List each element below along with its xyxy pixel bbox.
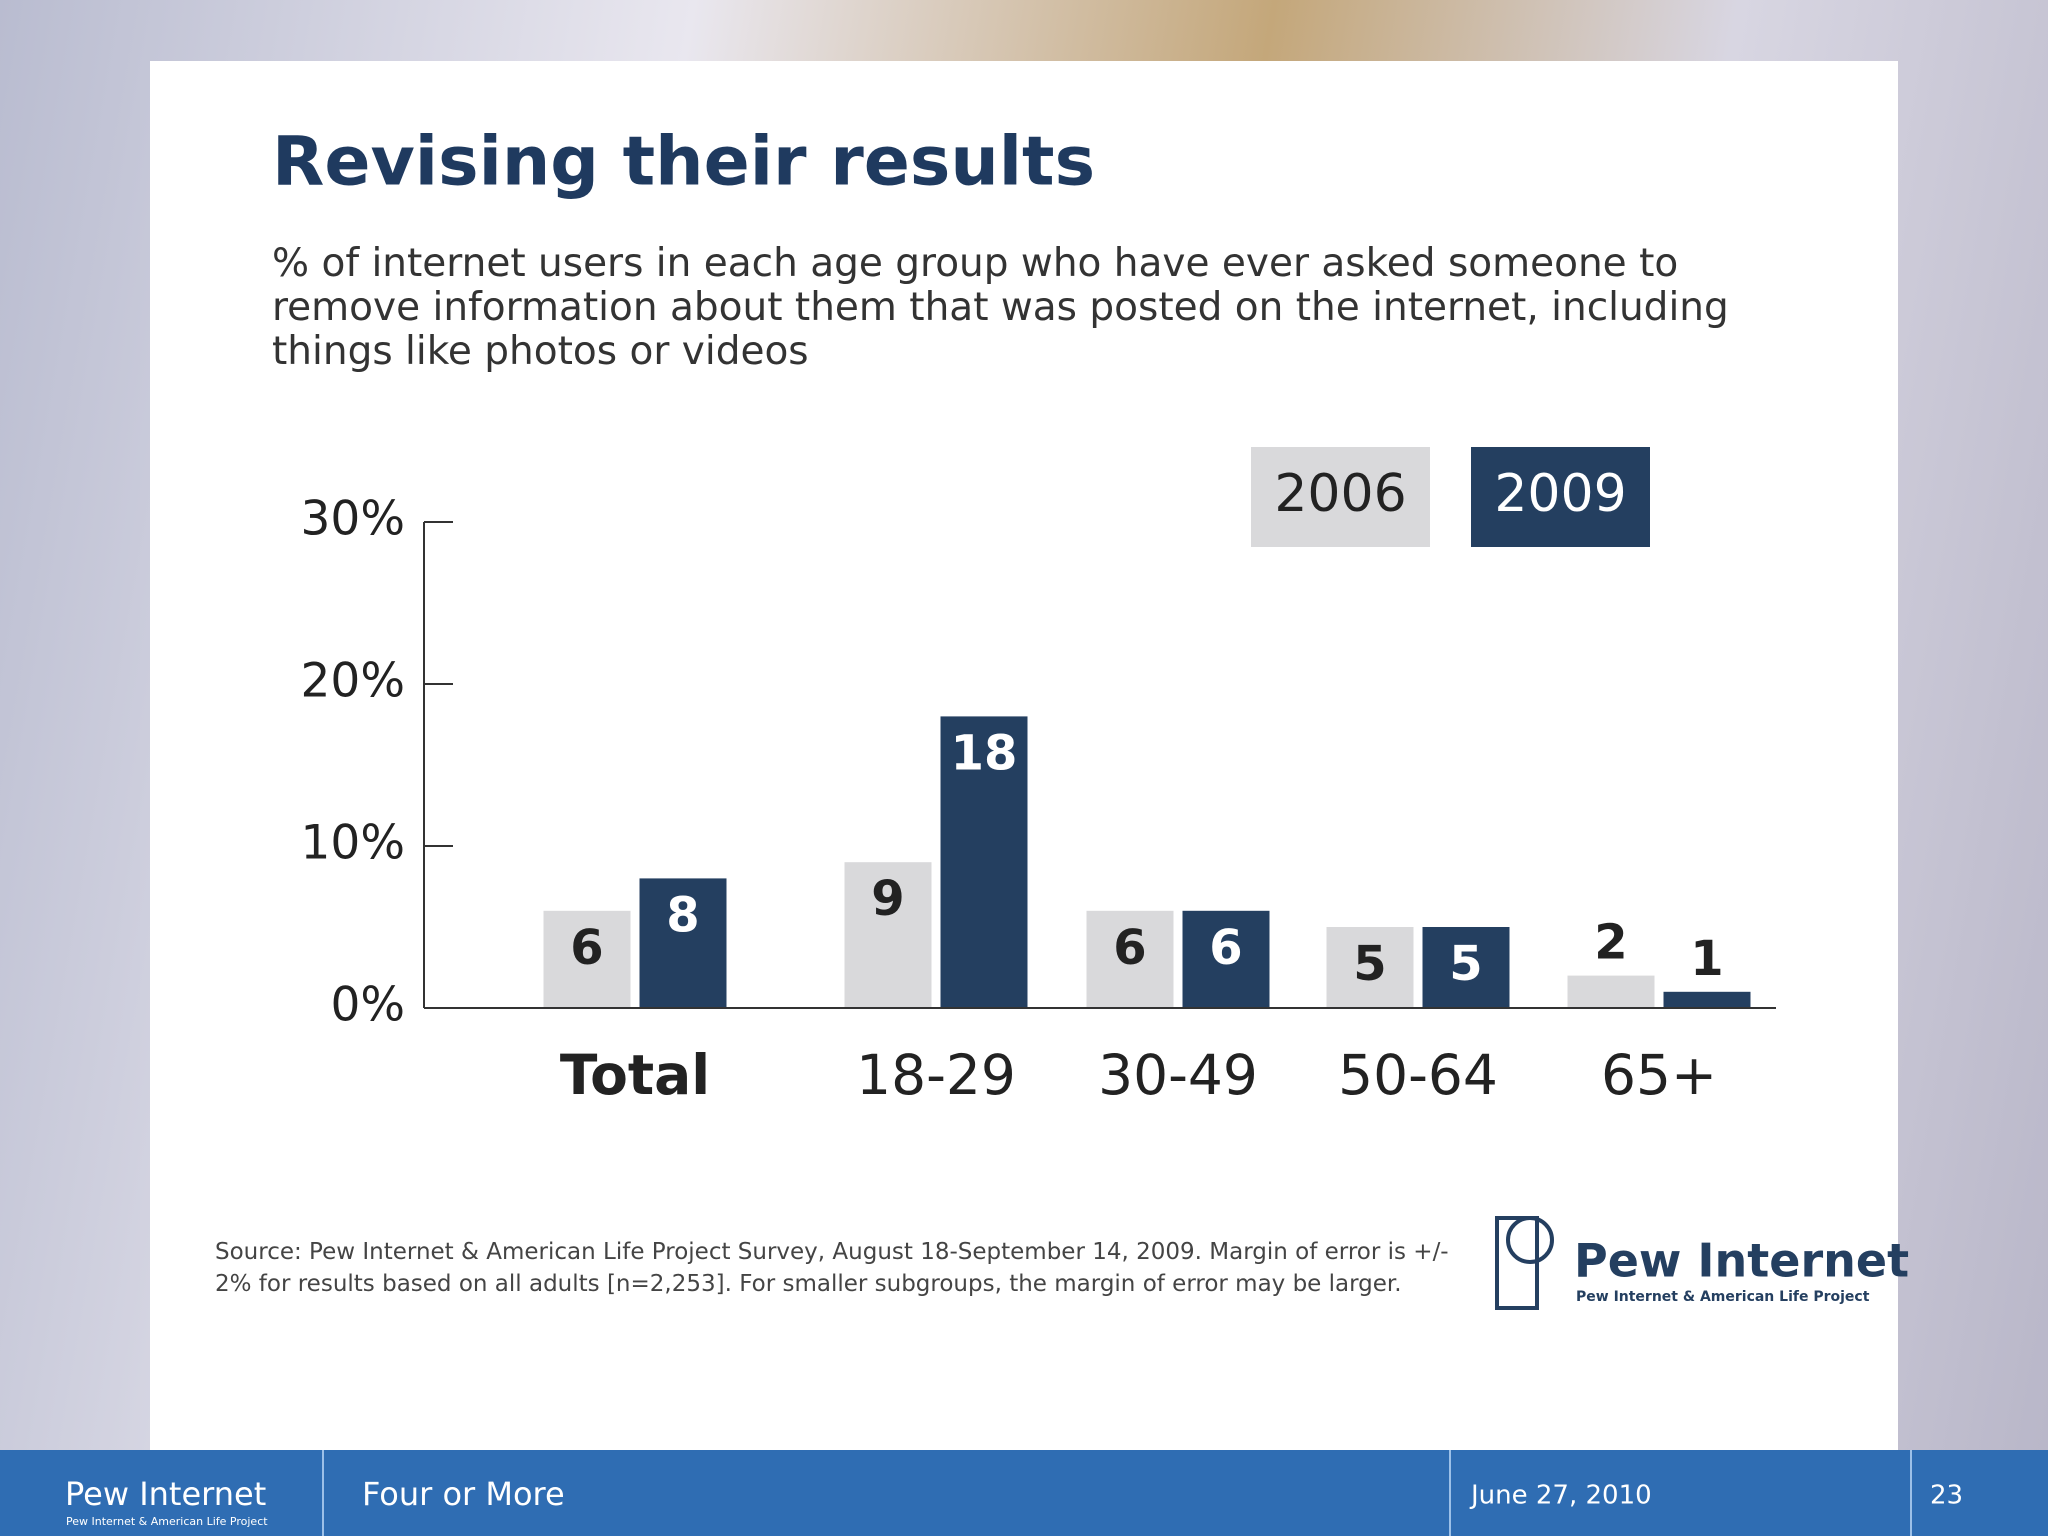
logo-subtitle: Pew Internet & American Life Project <box>1576 1289 1870 1305</box>
data-label: 9 <box>871 871 904 927</box>
footer-logo: Pew Internet <box>65 1475 266 1513</box>
x-tick-label: 30-49 <box>1098 1043 1258 1107</box>
x-tick-label: 50-64 <box>1338 1043 1498 1107</box>
bar <box>1663 991 1751 1008</box>
data-label: 5 <box>1449 936 1482 992</box>
x-tick-label: 65+ <box>1601 1043 1717 1107</box>
legend-swatch <box>1251 447 1430 547</box>
footer-page: 23 <box>1930 1481 1963 1511</box>
y-tick-label: 30% <box>301 492 405 547</box>
bar <box>844 862 932 1008</box>
legend-label: 2006 <box>1274 464 1406 524</box>
data-label: 5 <box>1353 936 1386 992</box>
chart-title: Revising their results <box>272 123 1095 202</box>
logo-name: Pew Internet <box>1574 1234 1909 1288</box>
data-label: 2 <box>1594 915 1627 971</box>
data-label: 6 <box>1113 920 1146 976</box>
footer-bar <box>0 1450 2048 1536</box>
data-label: 6 <box>1209 920 1242 976</box>
footer-section: Four or More <box>362 1475 565 1513</box>
y-tick-label: 20% <box>301 654 405 709</box>
bar <box>1567 975 1655 1008</box>
bar <box>1326 927 1414 1008</box>
data-label: 18 <box>951 725 1018 781</box>
data-label: 1 <box>1690 931 1723 987</box>
bar <box>940 716 1028 1008</box>
logo-icon <box>1495 1216 1539 1310</box>
legend-swatch <box>1471 447 1650 547</box>
footer-date: June 27, 2010 <box>1469 1481 1652 1511</box>
footer-logo-subtitle: Pew Internet & American Life Project <box>66 1515 268 1528</box>
bar <box>639 878 727 1008</box>
bar <box>1086 910 1174 1008</box>
x-tick-label: 18-29 <box>856 1043 1016 1107</box>
legend-label: 2009 <box>1494 464 1626 524</box>
y-tick-label: 0% <box>330 978 405 1033</box>
chart-subtitle: % of internet users in each age group wh… <box>272 241 1729 374</box>
data-label: 6 <box>570 920 603 976</box>
bar <box>1182 910 1270 1008</box>
bar <box>543 910 631 1008</box>
source-note: Source: Pew Internet & American Life Pro… <box>215 1239 1449 1297</box>
y-tick-label: 10% <box>301 816 405 871</box>
x-tick-label: Total <box>560 1043 710 1107</box>
logo-icon <box>1506 1216 1554 1264</box>
bar <box>1422 927 1510 1008</box>
data-label: 8 <box>666 887 699 943</box>
